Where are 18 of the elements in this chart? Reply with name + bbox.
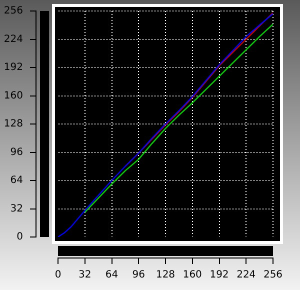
x-tick-label: 224 <box>236 270 256 281</box>
y-tick-label: 96 <box>10 146 23 158</box>
x-tick-label: 256 <box>263 270 283 281</box>
x-tick-label: 96 <box>132 270 145 281</box>
y-tick-label: 64 <box>10 175 23 186</box>
x-tick-label: 192 <box>210 270 229 281</box>
y-tick-label: 224 <box>4 34 23 45</box>
y-tick-label: 192 <box>4 62 23 74</box>
y-tick-label: 0 <box>16 232 23 243</box>
x-tick-label: 64 <box>105 270 118 281</box>
x-tick-label: 160 <box>182 270 202 281</box>
y-tick-label: 256 <box>4 6 23 17</box>
x-tick-label: 32 <box>78 270 92 281</box>
y-tick-label: 160 <box>4 90 23 102</box>
x-tick-label: 0 <box>54 270 62 281</box>
x-tick-label: 128 <box>156 270 176 281</box>
y-tick-label: 128 <box>4 118 23 130</box>
y-tick-label: 32 <box>10 203 23 214</box>
